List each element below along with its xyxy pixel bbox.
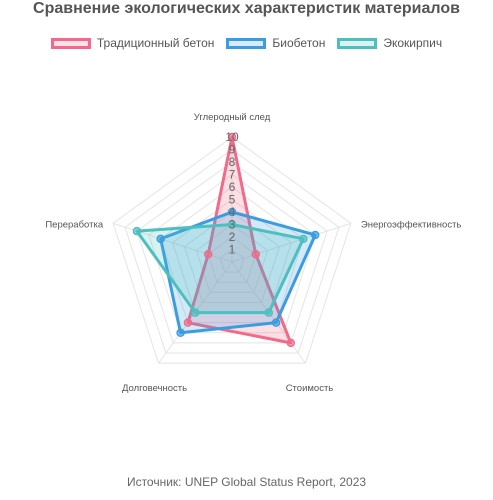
- data-point: [264, 308, 273, 317]
- data-point: [203, 250, 213, 259]
- axis-label: Углеродный след: [194, 112, 271, 123]
- grid-ring: [124, 148, 340, 354]
- series-area-0: [186, 135, 293, 345]
- data-point: [310, 230, 320, 240]
- data-point: [271, 318, 281, 327]
- legend-swatch: [337, 37, 378, 49]
- tick-label: 7: [229, 168, 236, 182]
- series-area-2: [135, 223, 305, 315]
- chart-title: Сравнение экологических характеристик ма…: [33, 0, 460, 17]
- data-point: [286, 338, 296, 348]
- legend-label: Экокирпич: [383, 36, 443, 50]
- tick-label: 6: [229, 180, 236, 194]
- grid-ring: [160, 186, 304, 324]
- legend-item-bioconcrete[interactable]: Биобетон: [226, 36, 325, 50]
- axis-label: Переработка: [45, 219, 103, 230]
- source-note: Источник: UNEP Global Status Report, 202…: [126, 475, 367, 489]
- legend-swatch: [50, 37, 91, 49]
- data-point: [132, 226, 142, 236]
- data-point: [227, 207, 237, 217]
- tick-label: 10: [225, 130, 239, 144]
- data-point: [299, 234, 308, 244]
- tick-label: 4: [229, 205, 236, 219]
- legend-swatch: [226, 37, 267, 49]
- tick-label: 1: [229, 243, 236, 257]
- series-area-1: [159, 210, 317, 335]
- tick-label: 2: [229, 230, 236, 244]
- tick-label: 5: [229, 193, 236, 207]
- legend: Традиционный бетон Биобетон Экокирпич: [0, 36, 493, 50]
- data-point: [176, 328, 185, 338]
- legend-label: Биобетон: [272, 36, 326, 50]
- grid-ring: [112, 136, 352, 364]
- axis-label: Долговечность: [122, 383, 187, 394]
- legend-label: Традиционный бетон: [96, 36, 215, 50]
- data-point: [183, 318, 193, 327]
- data-point: [156, 234, 165, 244]
- grid-ring: [219, 248, 245, 273]
- legend-item-ecobrick[interactable]: Экокирпич: [337, 36, 442, 50]
- data-point: [227, 220, 237, 229]
- grid-ring: [195, 223, 269, 293]
- tick-label: 9: [229, 143, 236, 157]
- data-point: [251, 250, 261, 259]
- grid-ring: [183, 211, 281, 303]
- axis-label: Энергоэффективность: [361, 219, 462, 230]
- legend-item-traditional-concrete[interactable]: Традиционный бетон: [50, 36, 215, 50]
- tick-label: 8: [229, 155, 236, 169]
- grid-ring: [136, 161, 328, 344]
- data-point: [191, 308, 200, 317]
- axis-label: Стоимость: [286, 383, 334, 394]
- tick-label: 3: [229, 218, 236, 232]
- data-point: [227, 132, 237, 142]
- grid-ring: [207, 236, 257, 283]
